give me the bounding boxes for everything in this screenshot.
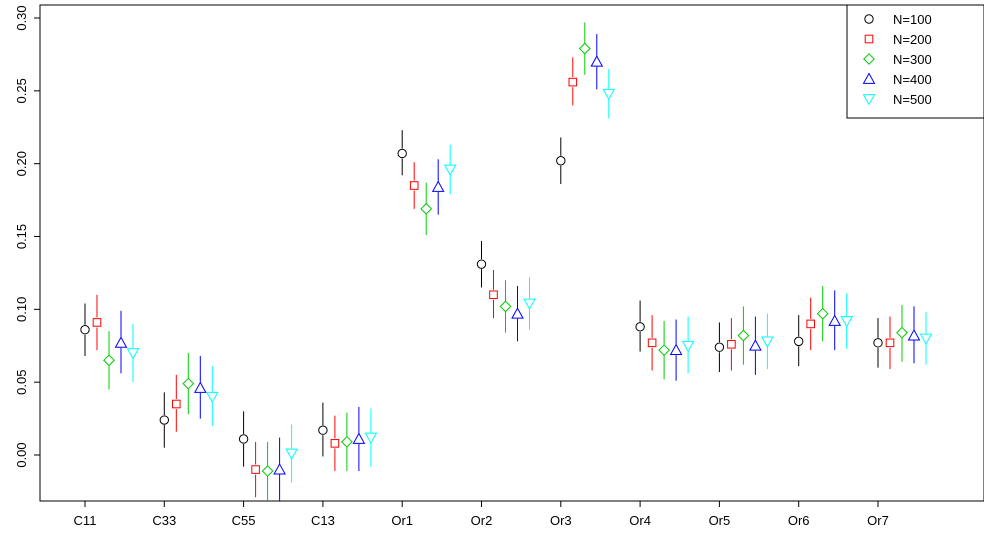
data-point xyxy=(602,88,616,101)
legend-box xyxy=(846,4,984,119)
y-tick-label: 0.15 xyxy=(14,224,29,249)
legend-marker xyxy=(862,72,876,84)
series-N=400 xyxy=(114,34,921,502)
data-point xyxy=(919,333,933,345)
data-point xyxy=(182,377,195,390)
data-point xyxy=(172,399,181,409)
x-tick-label: C55 xyxy=(232,513,256,528)
y-tick-label: 0.05 xyxy=(14,370,29,395)
data-point xyxy=(443,164,457,177)
data-point xyxy=(340,435,353,448)
y-tick-label: 0.10 xyxy=(14,297,29,322)
data-point xyxy=(261,465,274,477)
x-tick-label: C33 xyxy=(152,513,176,528)
data-point xyxy=(330,439,340,448)
data-point xyxy=(523,298,536,311)
x-tick-label: Or4 xyxy=(629,513,651,528)
data-point xyxy=(806,319,816,329)
data-point xyxy=(816,307,829,320)
data-point xyxy=(635,322,645,332)
data-point xyxy=(489,290,498,300)
data-point xyxy=(409,181,419,190)
data-point xyxy=(397,148,407,159)
legend: N=100 N=200 N=300 N=400 N=500 xyxy=(846,4,984,119)
data-point xyxy=(568,77,578,87)
data-point xyxy=(251,465,260,474)
data-point xyxy=(794,336,804,347)
legend-label: N=300 xyxy=(893,52,932,67)
data-point xyxy=(431,180,445,192)
data-point xyxy=(511,307,524,319)
series-N=100 xyxy=(80,130,883,467)
x-tick-label: Or2 xyxy=(471,513,493,528)
data-point xyxy=(103,354,115,367)
data-point xyxy=(420,202,433,215)
x-tick-label: Or6 xyxy=(788,513,810,528)
data-point xyxy=(159,415,170,425)
x-tick-label: Or5 xyxy=(709,513,731,528)
data-point xyxy=(749,339,762,351)
data-point xyxy=(840,316,854,328)
plot-frame xyxy=(39,4,984,502)
legend-marker xyxy=(864,34,874,44)
data-point xyxy=(714,342,725,352)
data-point xyxy=(578,42,591,55)
data-point xyxy=(238,434,249,444)
data-point xyxy=(556,156,566,166)
data-point xyxy=(499,300,512,313)
series-N=200 xyxy=(92,57,895,498)
data-point xyxy=(669,343,683,356)
data-point xyxy=(92,318,102,327)
data-point xyxy=(126,348,140,360)
y-tick-label: 0.20 xyxy=(14,151,29,176)
data-point xyxy=(193,381,207,393)
y-tick-label: 0.30 xyxy=(14,5,29,30)
y-axis: 0.00 0.05 0.10 0.15 0.20 0.25 0.30 xyxy=(14,5,41,468)
legend-marker xyxy=(862,94,876,106)
legend-label: N=200 xyxy=(893,32,932,47)
x-tick-label: Or7 xyxy=(867,513,889,528)
legend-label: N=100 xyxy=(893,12,932,27)
data-point xyxy=(737,329,750,342)
data-point xyxy=(205,391,219,404)
legend-label: N=500 xyxy=(893,92,932,107)
series-N=500 xyxy=(126,68,933,483)
legend-label: N=400 xyxy=(893,72,932,87)
x-tick-label: C13 xyxy=(311,513,335,528)
data-point xyxy=(273,463,286,475)
x-tick-label: Or3 xyxy=(550,513,572,528)
series-N=300 xyxy=(103,22,908,501)
data-point xyxy=(885,338,895,348)
y-tick-label: 0.25 xyxy=(14,78,29,103)
data-point xyxy=(828,314,842,326)
data-point xyxy=(907,329,921,341)
data-point xyxy=(114,336,128,348)
data-point xyxy=(352,432,366,444)
data-point xyxy=(364,432,378,445)
data-point xyxy=(80,325,90,335)
x-tick-label: Or1 xyxy=(391,513,413,528)
data-point xyxy=(896,326,908,339)
data-point xyxy=(647,338,657,348)
data-point xyxy=(681,340,695,353)
data-point xyxy=(727,339,736,349)
data-point xyxy=(285,448,298,461)
data-point xyxy=(761,336,774,348)
data-point xyxy=(873,338,883,348)
y-tick-label: 0.00 xyxy=(14,442,29,467)
data-point xyxy=(590,55,604,67)
legend-marker xyxy=(863,53,875,65)
legend-marker xyxy=(864,14,874,24)
data-point xyxy=(318,425,328,435)
chart-marks xyxy=(80,22,933,502)
data-point xyxy=(658,344,671,357)
x-axis: C11 C33 C55 C13 Or1 Or2 Or3 Or4 Or5 Or6 Or7 xyxy=(74,500,889,528)
data-point xyxy=(476,259,487,269)
x-tick-label: C11 xyxy=(74,513,97,528)
